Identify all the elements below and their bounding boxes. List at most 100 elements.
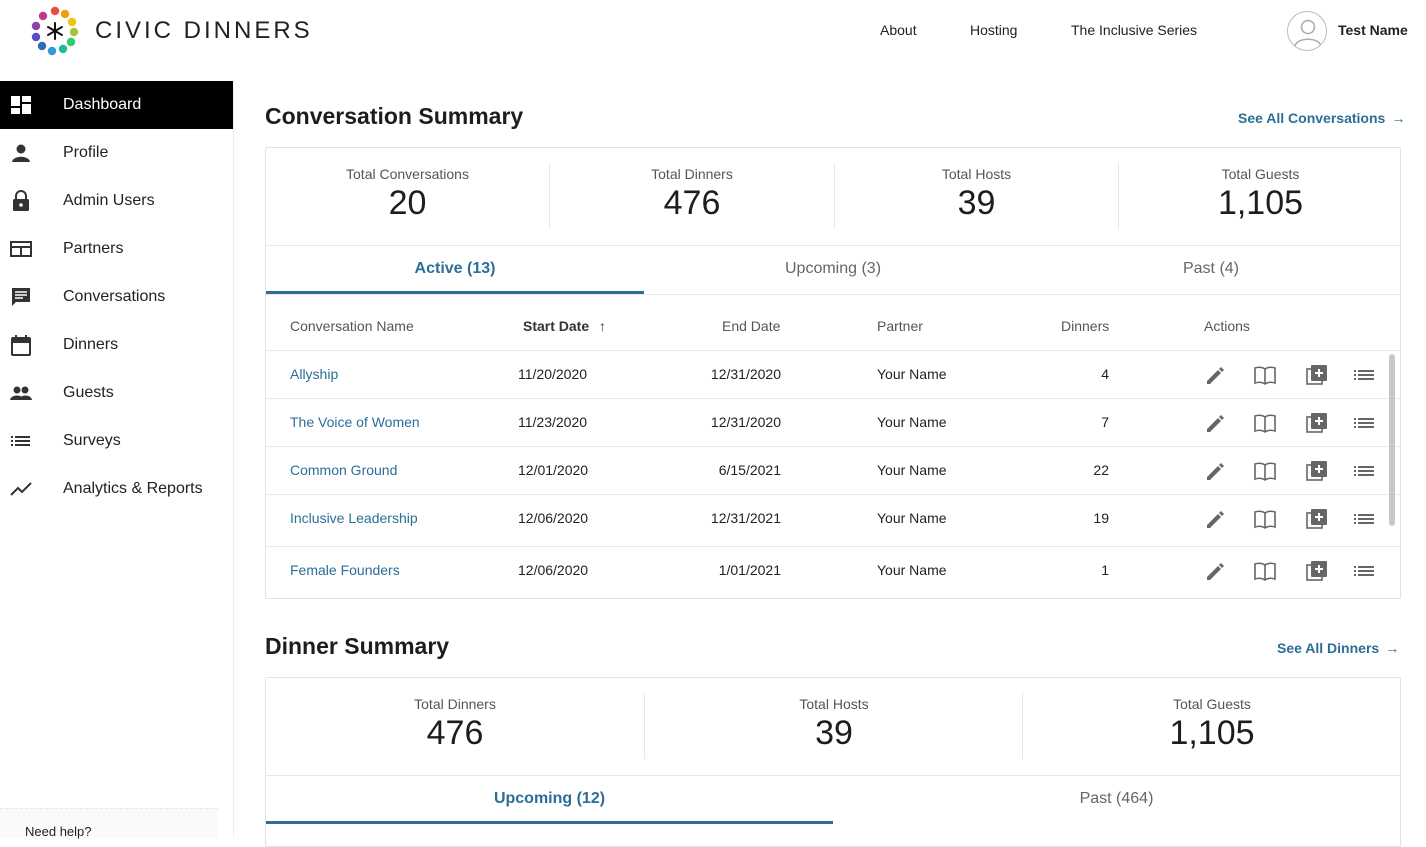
add-dinner-button[interactable]: [1306, 508, 1328, 530]
sidebar-item-conversations[interactable]: Conversations: [0, 273, 233, 321]
add-dinner-button[interactable]: [1306, 412, 1328, 434]
tab-active[interactable]: Active (13): [266, 246, 644, 294]
details-button[interactable]: [1353, 460, 1375, 482]
edit-button[interactable]: [1204, 460, 1226, 482]
pencil-icon: [1207, 563, 1224, 580]
start-date: 12/06/2020: [518, 510, 589, 526]
details-button[interactable]: [1353, 412, 1375, 434]
civic-dinners-logo[interactable]: [28, 4, 82, 58]
edit-button[interactable]: [1204, 364, 1226, 386]
guide-button[interactable]: [1254, 364, 1276, 386]
tab-upcoming[interactable]: Upcoming (12): [266, 776, 833, 824]
tab-past[interactable]: Past (4): [1182, 260, 1239, 277]
pencil-icon: [1207, 511, 1224, 528]
conversation-name-link[interactable]: Inclusive Leadership: [290, 510, 418, 526]
add-box-icon: [1306, 365, 1327, 385]
table-row: Allyship 11/20/2020 12/31/2020 Your Name 4: [266, 350, 1400, 398]
avatar[interactable]: [1287, 11, 1327, 51]
conversation-name-link[interactable]: Allyship: [290, 366, 339, 382]
sidebar-item-guests[interactable]: Guests: [0, 369, 233, 417]
edit-button[interactable]: [1204, 508, 1226, 530]
tab-past[interactable]: Past (464): [1079, 790, 1154, 807]
user-name[interactable]: Test Name: [1338, 22, 1408, 38]
sidebar-item-dashboard[interactable]: Dashboard: [0, 81, 233, 129]
start-date: 12/01/2020: [518, 462, 589, 478]
partners-icon: [10, 241, 32, 257]
trend-icon: [10, 482, 32, 496]
dinner-count: 19: [1093, 510, 1109, 526]
add-dinner-button[interactable]: [1306, 460, 1328, 482]
list-icon: [1354, 466, 1374, 476]
add-dinner-button[interactable]: [1306, 560, 1328, 582]
table-scrollbar[interactable]: [1389, 354, 1395, 526]
dinner-count: 4: [1101, 366, 1109, 382]
guide-button[interactable]: [1254, 560, 1276, 582]
tab-upcoming[interactable]: Upcoming (3): [784, 260, 882, 277]
end-date: 12/31/2020: [710, 414, 781, 430]
stat-total-dinners: Total Dinners 476: [266, 696, 644, 753]
sidebar-item-surveys[interactable]: Surveys: [0, 417, 233, 465]
list-icon: [11, 436, 30, 446]
nav-hosting[interactable]: Hosting: [970, 22, 1018, 38]
sidebar-item-admin-users[interactable]: Admin Users: [0, 177, 233, 225]
help-box[interactable]: Need help?: [0, 808, 218, 839]
column-actions: Actions: [1204, 318, 1250, 334]
conversation-name-link[interactable]: Common Ground: [290, 462, 398, 478]
guide-button[interactable]: [1254, 508, 1276, 530]
stat-total-hosts: Total Hosts 39: [645, 696, 1023, 753]
divider: [1022, 693, 1023, 759]
arrow-right-icon: →: [1385, 640, 1400, 656]
see-all-conversations-link[interactable]: See All Conversations →: [1238, 110, 1405, 126]
stat-label: Total Conversations: [346, 166, 469, 182]
column-partner[interactable]: Partner: [877, 318, 923, 334]
dinner-summary-card: Total Dinners 476 Total Hosts 39 Total G…: [265, 677, 1401, 847]
sidebar-item-analytics[interactable]: Analytics & Reports: [0, 465, 233, 513]
edit-button[interactable]: [1204, 560, 1226, 582]
stat-value: 1,105: [1169, 714, 1255, 752]
sidebar-item-dinners[interactable]: Dinners: [0, 321, 233, 369]
conversation-name-link[interactable]: The Voice of Women: [290, 414, 420, 430]
conversation-summary-title: Conversation Summary: [265, 103, 524, 129]
add-box-icon: [1306, 413, 1327, 433]
start-date: 12/06/2020: [518, 562, 589, 578]
pencil-icon: [1207, 415, 1224, 432]
details-button[interactable]: [1353, 560, 1375, 582]
sidebar-item-label: Admin Users: [63, 192, 155, 209]
see-all-dinners-link[interactable]: See All Dinners →: [1277, 640, 1399, 656]
nav-about[interactable]: About: [880, 22, 917, 38]
nav-inclusive-series[interactable]: The Inclusive Series: [1071, 22, 1198, 38]
stat-value: 39: [957, 184, 996, 222]
column-conversation-name[interactable]: Conversation Name: [290, 318, 414, 334]
list-icon: [1354, 418, 1374, 428]
conversation-name-link[interactable]: Female Founders: [290, 562, 400, 578]
table-row: Female Founders 12/06/2020 1/01/2021 Your N…: [266, 546, 1400, 594]
sidebar-item-partners[interactable]: Partners: [0, 225, 233, 273]
stat-total-guests: Total Guests 1,105: [1023, 696, 1401, 753]
stat-value: 39: [815, 714, 853, 752]
brand-name[interactable]: CIVIC DINNERS: [95, 17, 313, 44]
guide-button[interactable]: [1254, 412, 1276, 434]
people-icon: [10, 386, 32, 400]
add-dinner-button[interactable]: [1306, 364, 1328, 386]
conversation-tabs: Active (13) Upcoming (3) Past (4): [266, 245, 1400, 295]
stat-value: 1,105: [1217, 184, 1304, 222]
list-icon: [1354, 514, 1374, 524]
column-dinners[interactable]: Dinners: [1061, 318, 1110, 334]
list-icon: [1354, 566, 1374, 576]
stat-label: Total Hosts: [799, 696, 869, 712]
book-icon: [1254, 462, 1276, 481]
partner-name: Your Name: [877, 562, 947, 578]
sidebar-item-label: Conversations: [63, 288, 166, 305]
details-button[interactable]: [1353, 508, 1375, 530]
stat-label: Total Dinners: [414, 696, 496, 712]
details-button[interactable]: [1353, 364, 1375, 386]
sidebar-item-label: Partners: [63, 240, 124, 257]
guide-button[interactable]: [1254, 460, 1276, 482]
sidebar-item-profile[interactable]: Profile: [0, 129, 233, 177]
table-row: The Voice of Women 11/23/2020 12/31/2020 Yo…: [266, 398, 1400, 446]
edit-button[interactable]: [1204, 412, 1226, 434]
partner-name: Your Name: [877, 414, 947, 430]
column-start-date[interactable]: Start Date ↑: [523, 318, 606, 334]
stat-total-conversations: Total Conversations 20: [266, 166, 549, 223]
column-end-date[interactable]: End Date: [722, 318, 781, 334]
